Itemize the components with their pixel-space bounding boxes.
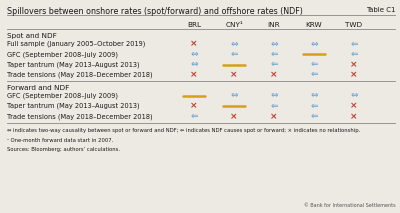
Text: Table C1: Table C1 <box>366 7 395 13</box>
Text: ⇔: ⇔ <box>230 91 238 100</box>
Text: TWD: TWD <box>346 22 362 28</box>
Text: ⇐: ⇐ <box>350 50 358 59</box>
Text: KRW: KRW <box>306 22 322 28</box>
Text: Trade tensions (May 2018–December 2018): Trade tensions (May 2018–December 2018) <box>7 113 153 119</box>
Text: ⇔: ⇔ <box>190 60 198 69</box>
Text: ×: × <box>190 40 198 49</box>
Text: ⇔: ⇔ <box>230 40 238 49</box>
Text: ⇐: ⇐ <box>310 60 318 69</box>
Text: GFC (September 2008–July 2009): GFC (September 2008–July 2009) <box>7 51 118 58</box>
Text: Forward and NDF: Forward and NDF <box>7 85 70 91</box>
Text: GFC (September 2008–July 2009): GFC (September 2008–July 2009) <box>7 93 118 99</box>
Text: ⇔: ⇔ <box>310 40 318 49</box>
Text: ×: × <box>190 70 198 79</box>
Text: ⇔: ⇔ <box>310 91 318 100</box>
Text: Trade tensions (May 2018–December 2018): Trade tensions (May 2018–December 2018) <box>7 72 153 78</box>
Text: ⇔: ⇔ <box>270 91 278 100</box>
Text: ⇔: ⇔ <box>350 91 358 100</box>
Text: CNY¹: CNY¹ <box>225 22 243 28</box>
Text: ⇐: ⇐ <box>310 70 318 79</box>
Text: ⇔ indicates two-way causality between spot or forward and NDF; ⇐ indicates NDF c: ⇔ indicates two-way causality between sp… <box>7 128 360 133</box>
Text: BRL: BRL <box>187 22 201 28</box>
Text: ×: × <box>270 112 278 121</box>
Text: Sources: Bloomberg; authors’ calculations.: Sources: Bloomberg; authors’ calculation… <box>7 147 120 152</box>
Text: Spot and NDF: Spot and NDF <box>7 33 57 39</box>
Text: ×: × <box>270 70 278 79</box>
Text: ×: × <box>350 102 358 111</box>
Text: ⇔: ⇔ <box>190 50 198 59</box>
Text: ×: × <box>350 70 358 79</box>
Text: ⇐: ⇐ <box>190 112 198 121</box>
Text: ⇐: ⇐ <box>350 40 358 49</box>
Text: ×: × <box>350 60 358 69</box>
Text: ×: × <box>230 70 238 79</box>
Text: Taper tantrum (May 2013–August 2013): Taper tantrum (May 2013–August 2013) <box>7 103 140 109</box>
Text: ⇐: ⇐ <box>310 112 318 121</box>
Text: ⇐: ⇐ <box>270 60 278 69</box>
Text: ⇔: ⇔ <box>270 40 278 49</box>
Text: ⇐: ⇐ <box>230 50 238 59</box>
Text: ×: × <box>190 102 198 111</box>
Text: Taper tantrum (May 2013–August 2013): Taper tantrum (May 2013–August 2013) <box>7 61 140 68</box>
Text: Full sample (January 2005–October 2019): Full sample (January 2005–October 2019) <box>7 41 146 47</box>
Text: INR: INR <box>268 22 280 28</box>
Text: ¹ One-month forward data start in 2007.: ¹ One-month forward data start in 2007. <box>7 138 114 143</box>
Text: Spillovers between onshore rates (spot/forward) and offshore rates (NDF): Spillovers between onshore rates (spot/f… <box>7 7 303 16</box>
Text: ×: × <box>230 112 238 121</box>
Text: ⇐: ⇐ <box>270 102 278 111</box>
Text: © Bank for International Settlements: © Bank for International Settlements <box>304 203 395 208</box>
Text: ×: × <box>350 112 358 121</box>
Text: ⇐: ⇐ <box>310 102 318 111</box>
Text: ⇐: ⇐ <box>270 50 278 59</box>
